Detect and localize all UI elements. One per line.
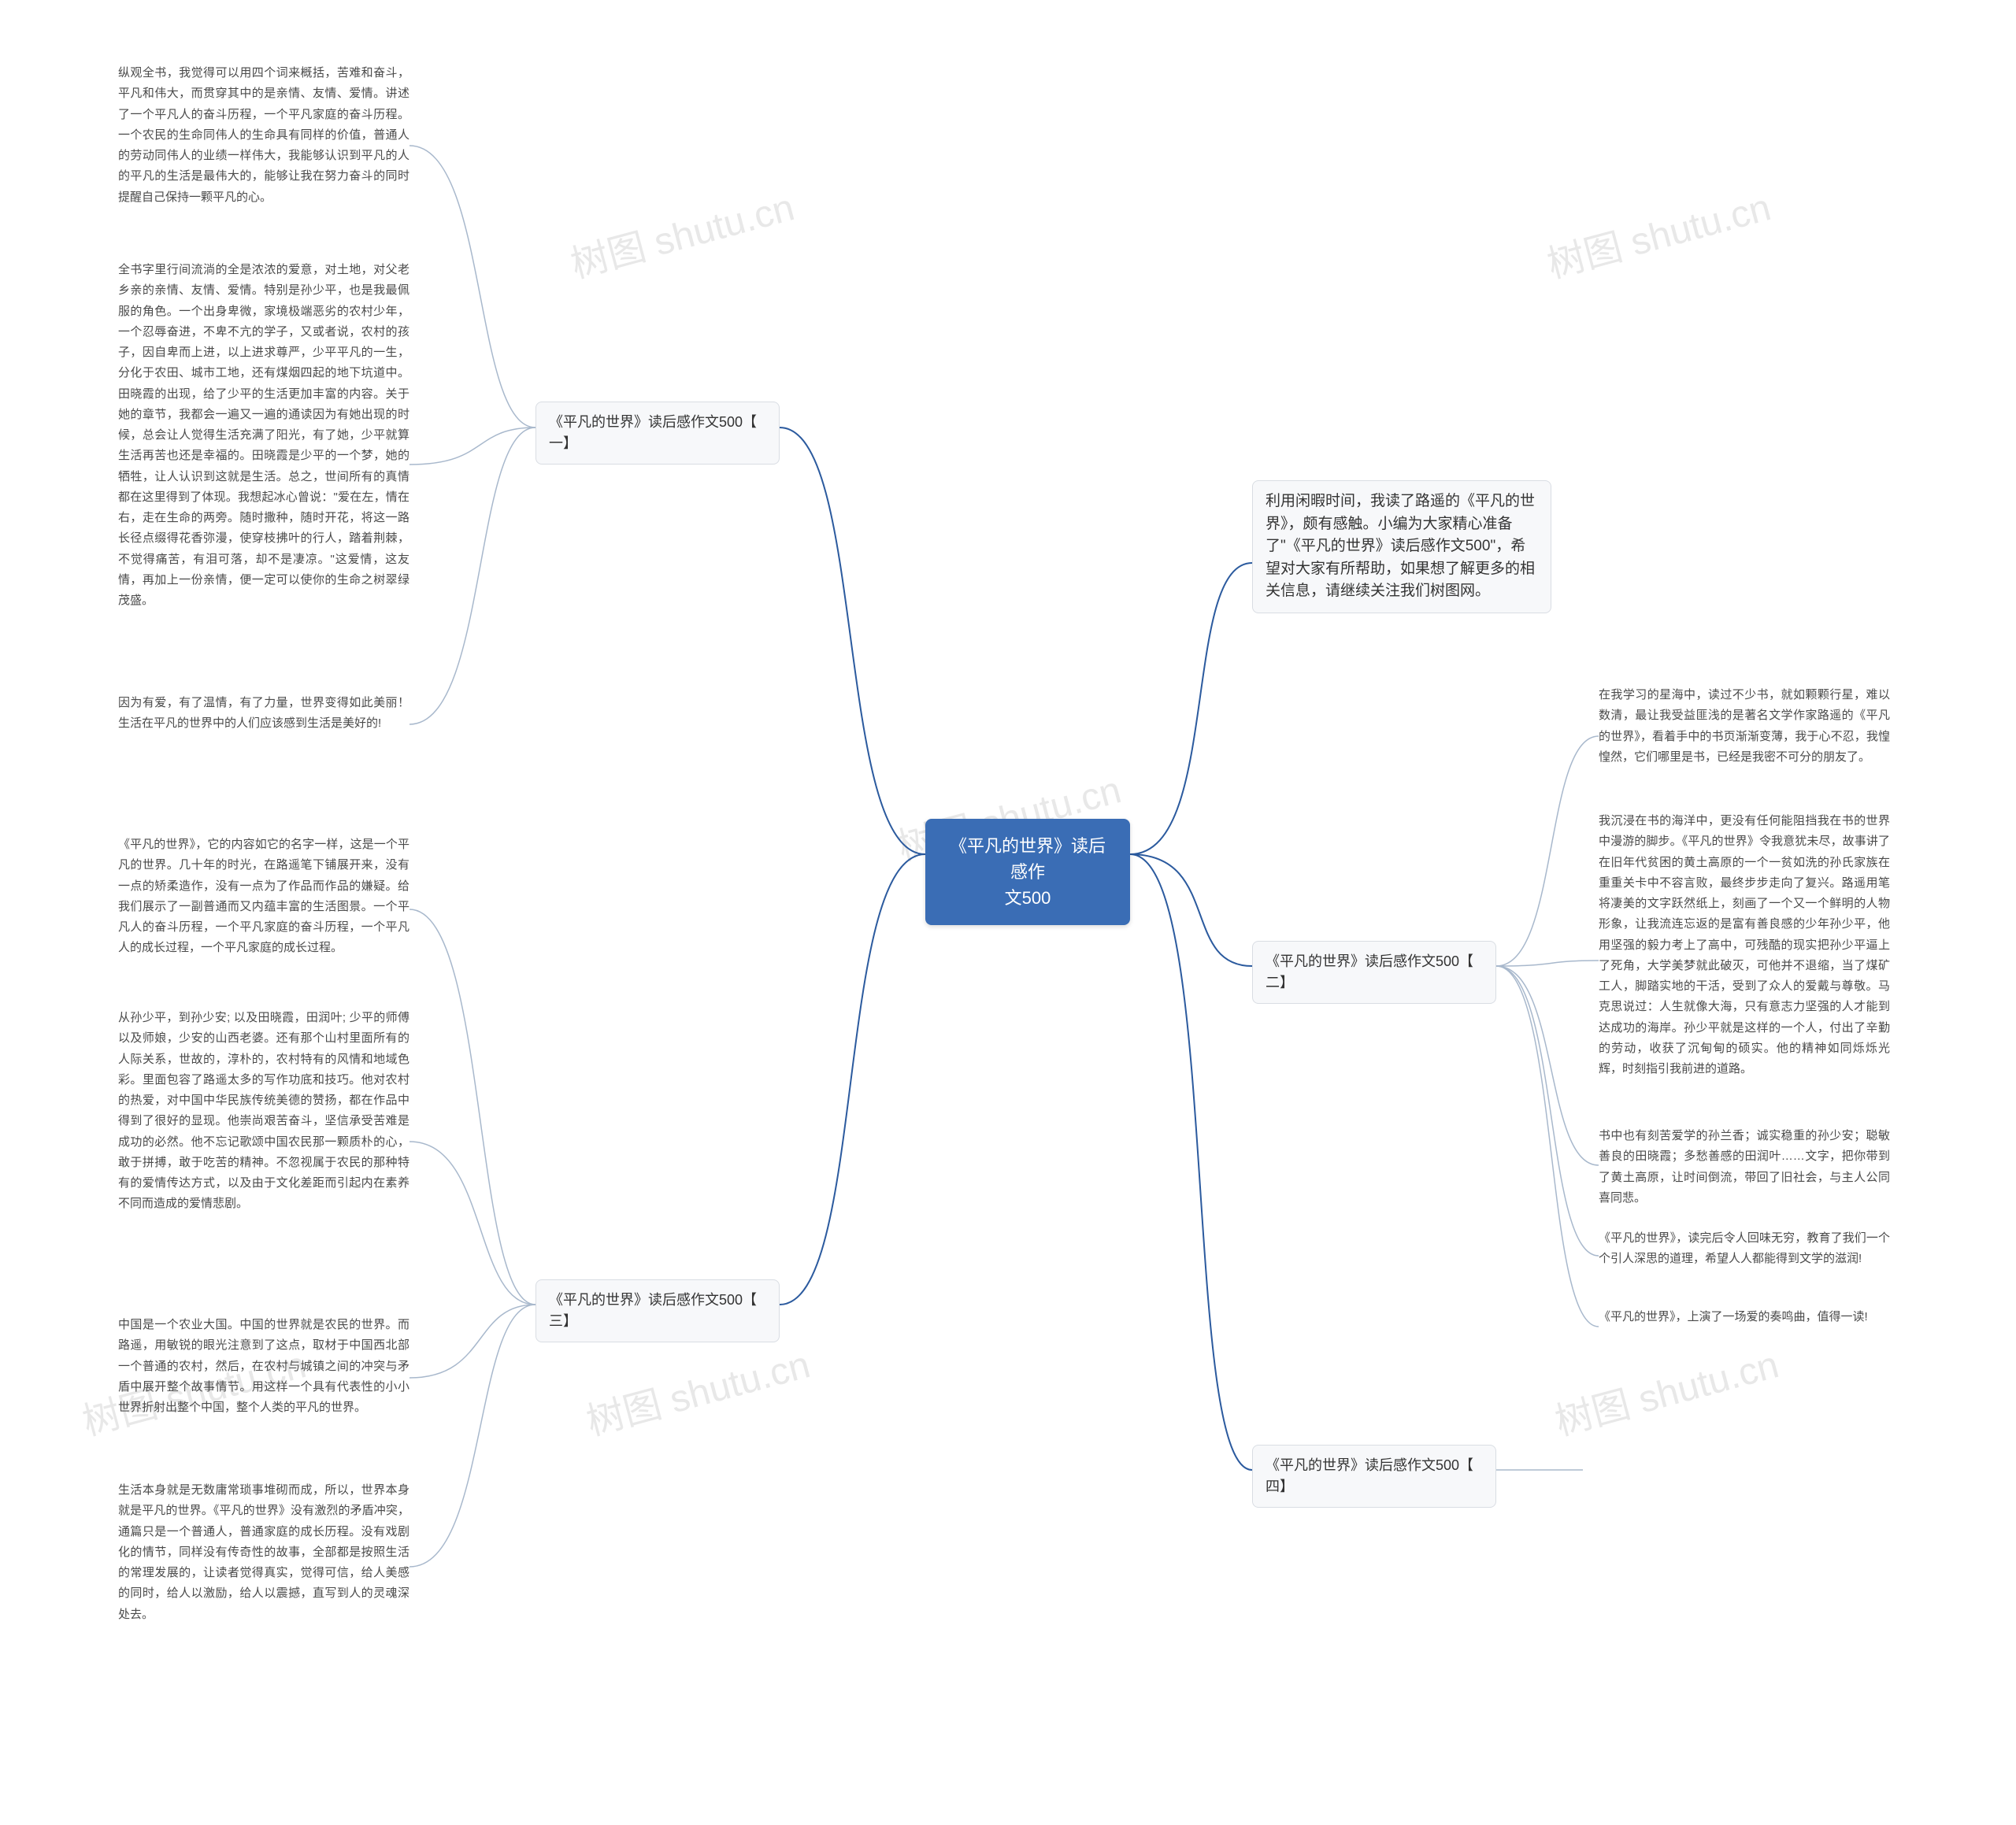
branch-label: 《平凡的世界》读后感作文500【 三】 [549, 1290, 766, 1332]
leaf-text: 在我学习的星海中，读过不少书，就如颗颗行星，难以数清，最让我受益匪浅的是著名文学… [1599, 685, 1890, 768]
leaf-text: 《平凡的世界》，读完后令人回味无穷，教育了我们一个个引人深思的道理，希望人人都能… [1599, 1228, 1890, 1270]
leaf-text: 从孙少平，到孙少安; 以及田晓霞，田润叶; 少平的师傅以及师娘，少安的山西老婆。… [118, 1008, 410, 1215]
branch-label: 《平凡的世界》读后感作文500【 一】 [549, 412, 766, 454]
intro-text: 利用闲暇时间，我读了路遥的《平凡的世界》，颇有感触。小编为大家精心准备了"《平凡… [1266, 493, 1535, 599]
leaf-text: 中国是一个农业大国。中国的世界就是农民的世界。而路遥，用敏锐的眼光注意到了这点，… [118, 1315, 410, 1418]
leaf-text: 《平凡的世界》，上演了一场爱的奏鸣曲，值得一读! [1599, 1307, 1890, 1327]
watermark: 树图 shutu.cn [580, 1334, 815, 1446]
watermark: 树图 shutu.cn [1548, 1334, 1784, 1446]
branch-section-1[interactable]: 《平凡的世界》读后感作文500【 一】 [536, 402, 780, 465]
leaf-text: 生活本身就是无数庸常琐事堆砌而成，所以，世界本身就是平凡的世界。《平凡的世界》没… [118, 1480, 410, 1625]
branch-label: 《平凡的世界》读后感作文500【 二】 [1266, 951, 1483, 994]
leaf-text: 因为有爱，有了温情，有了力量，世界变得如此美丽！生活在平凡的世界中的人们应该感到… [118, 693, 410, 735]
leaf-text: 我沉浸在书的海洋中，更没有任何能阻挡我在书的世界中漫游的脚步。《平凡的世界》令我… [1599, 811, 1890, 1079]
leaf-text: 纵观全书，我觉得可以用四个词来概括，苦难和奋斗，平凡和伟大，而贯穿其中的是亲情、… [118, 63, 410, 208]
watermark: 树图 shutu.cn [564, 176, 799, 289]
branch-label: 《平凡的世界》读后感作文500【 四】 [1266, 1455, 1483, 1497]
branch-section-4[interactable]: 《平凡的世界》读后感作文500【 四】 [1252, 1445, 1496, 1508]
center-title: 《平凡的世界》读后感作 文500 [944, 833, 1111, 911]
branch-section-2[interactable]: 《平凡的世界》读后感作文500【 二】 [1252, 941, 1496, 1004]
intro-box[interactable]: 利用闲暇时间，我读了路遥的《平凡的世界》，颇有感触。小编为大家精心准备了"《平凡… [1252, 480, 1551, 613]
leaf-text: 全书字里行间流淌的全是浓浓的爱意，对土地，对父老乡亲的亲情、友情、爱情。特别是孙… [118, 260, 410, 611]
center-topic[interactable]: 《平凡的世界》读后感作 文500 [925, 819, 1130, 925]
watermark: 树图 shutu.cn [1540, 176, 1776, 289]
leaf-text: 《平凡的世界》，它的内容如它的名字一样，这是一个平凡的世界。几十年的时光，在路遥… [118, 835, 410, 959]
branch-section-3[interactable]: 《平凡的世界》读后感作文500【 三】 [536, 1279, 780, 1342]
leaf-text: 书中也有刻苦爱学的孙兰香；诚实稳重的孙少安；聪敏善良的田晓霞；多愁善感的田润叶…… [1599, 1126, 1890, 1209]
